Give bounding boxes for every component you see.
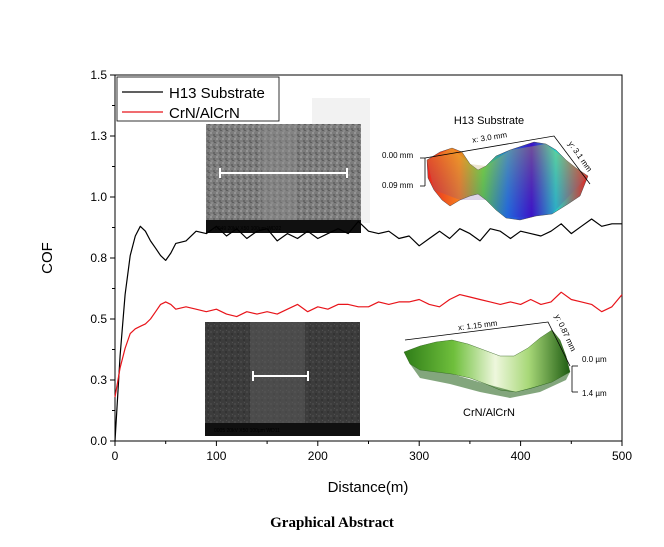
sem-footer-crn: 0005 20kV X50 100µm WD11	[214, 428, 280, 434]
y-tick-label: 1.3	[90, 129, 107, 143]
profile-crn-title: CrN/AlCrN	[463, 407, 515, 419]
profile-crn-z-bottom: 1.4 µm	[582, 389, 607, 398]
y-axis: 0.0 0.3 0.5 0.8 1.0 1.3 1.5	[90, 68, 115, 448]
profile-3d-h13: H13 Substrate x: 3.0 mm y: 3.1 mm 0.00 m…	[382, 115, 594, 221]
y-tick-label: 1.5	[90, 68, 107, 82]
profile-h13-title: H13 Substrate	[454, 115, 524, 127]
x-tick-label: 500	[612, 449, 632, 463]
sem-scale-bar-h13	[219, 168, 348, 178]
y-tick-label: 0.0	[90, 434, 107, 448]
legend: H13 Substrate CrN/AlCrN	[116, 76, 280, 122]
figure-caption: Graphical Abstract	[270, 515, 394, 531]
x-tick-label: 100	[206, 449, 226, 463]
sem-footer-h13: 0049 20kV X50 100µm WD22	[215, 226, 281, 232]
profile-crn-x-label: x: 1.15 mm	[458, 319, 499, 333]
profile-h13-z-bottom: 0.09 mm	[382, 181, 413, 190]
profile-crn-z-top: 0.0 µm	[582, 355, 607, 364]
series-line-crn-alcrn	[114, 291, 623, 398]
x-tick-label: 0	[112, 449, 119, 463]
y-tick-label: 1.0	[90, 190, 107, 204]
x-tick-label: 400	[511, 449, 531, 463]
sem-image-h13: 0049 20kV X50 100µm WD22	[206, 98, 370, 233]
profile-h13-x-label: x: 3.0 mm	[472, 130, 508, 144]
series-layer	[114, 218, 623, 442]
legend-label-h13: H13 Substrate	[169, 85, 265, 102]
sem-image-crn: 0005 20kV X50 100µm WD11	[205, 322, 360, 436]
y-tick-label: 0.5	[90, 312, 107, 326]
y-tick-label: 0.3	[90, 373, 107, 387]
y-tick-label: 0.8	[90, 251, 107, 265]
sem-scale-bar-crn	[252, 371, 309, 381]
x-tick-label: 300	[409, 449, 429, 463]
y-axis-title: COF	[39, 242, 56, 274]
x-axis: 0 100 200 300 400 500	[112, 441, 632, 463]
legend-label-crn: CrN/AlCrN	[169, 105, 240, 122]
profile-3d-crn: x: 1.15 mm y: 0.87 mm 0.0 µm 1.4 µm CrN/…	[403, 313, 607, 419]
x-tick-label: 200	[308, 449, 328, 463]
series-line-h13-substrate	[114, 218, 622, 442]
profile-crn-surface	[403, 329, 571, 393]
x-axis-title: Distance(m)	[328, 479, 409, 496]
cof-chart: 0049 20kV X50 100µm WD22 0005 20kV X50 1…	[39, 68, 632, 496]
profile-h13-z-top: 0.00 mm	[382, 151, 413, 160]
